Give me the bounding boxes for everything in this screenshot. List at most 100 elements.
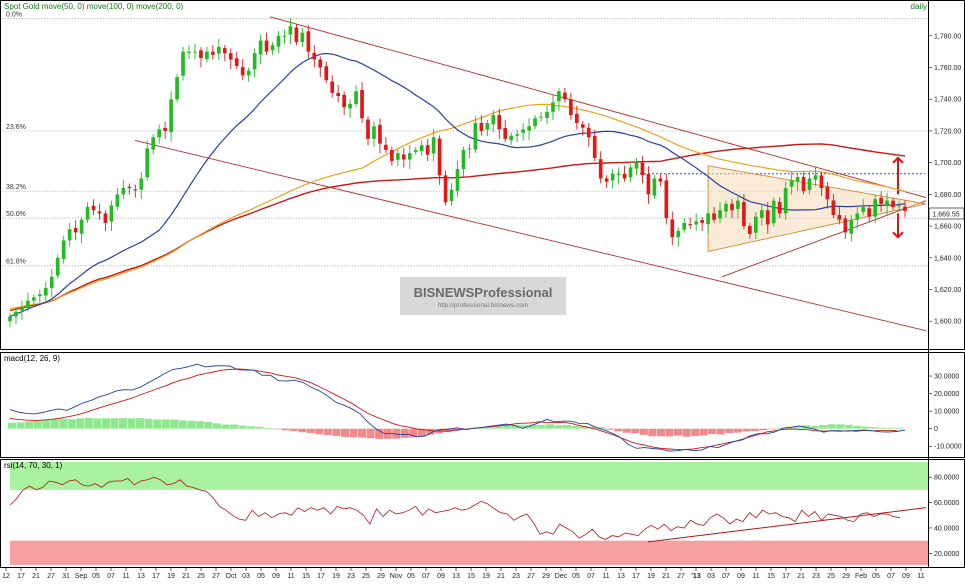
macd-histogram-bar bbox=[562, 424, 572, 429]
macd-histogram-bar bbox=[494, 425, 503, 429]
candle-body bbox=[151, 137, 156, 150]
macd-histogram-bar bbox=[247, 426, 256, 429]
candle-body bbox=[706, 213, 710, 225]
price-y-axis: 1,600.00 1,620.00 1,640.00 1,660.00 1,680.00… bbox=[928, 33, 961, 326]
macd-histogram-bar bbox=[127, 418, 136, 429]
candle bbox=[360, 82, 364, 123]
candle bbox=[682, 218, 687, 233]
candle-body bbox=[586, 127, 591, 138]
macd-tick-label: 10.0000 bbox=[934, 409, 959, 416]
candle-body bbox=[825, 186, 830, 200]
candle bbox=[545, 105, 549, 125]
candle bbox=[115, 188, 120, 210]
macd-histogram-bar bbox=[810, 426, 819, 429]
candle bbox=[837, 207, 842, 225]
candle-body bbox=[246, 70, 251, 76]
candle-body bbox=[873, 199, 878, 217]
x-tick-label: 25 bbox=[827, 573, 835, 580]
candle-body bbox=[348, 103, 352, 109]
x-tick-label: 29 bbox=[842, 573, 850, 580]
candle-body bbox=[646, 174, 651, 195]
x-tick-label: 17 bbox=[152, 573, 160, 580]
candle bbox=[366, 116, 370, 146]
candle bbox=[885, 192, 889, 215]
candle-body bbox=[539, 116, 543, 118]
x-tick-label: 27 bbox=[47, 573, 55, 580]
macd-histogram-bar bbox=[110, 418, 119, 429]
candle-body bbox=[718, 210, 722, 219]
candle bbox=[634, 157, 639, 176]
candle bbox=[419, 140, 424, 156]
candle bbox=[348, 99, 352, 118]
candle-body bbox=[801, 176, 806, 192]
x-tick-label: 21 bbox=[182, 573, 190, 580]
x-tick-label: 09 bbox=[437, 573, 445, 580]
macd-histogram-bar bbox=[699, 428, 708, 436]
candle bbox=[91, 199, 96, 215]
candle-body bbox=[485, 123, 490, 130]
macd-histogram-bar bbox=[776, 427, 785, 429]
macd-histogram-bar bbox=[725, 428, 734, 434]
candle bbox=[32, 294, 36, 306]
candle bbox=[449, 183, 454, 206]
candle bbox=[216, 38, 221, 60]
macd-histogram-bar bbox=[358, 428, 367, 438]
candle bbox=[789, 172, 794, 195]
macd-histogram-bar bbox=[665, 428, 674, 437]
x-tick-label: 13 bbox=[452, 573, 460, 580]
candle-body bbox=[193, 51, 197, 53]
macd-histogram-bar bbox=[400, 428, 409, 438]
macd-histogram-bar bbox=[878, 427, 887, 429]
candle-body bbox=[771, 200, 776, 224]
candle bbox=[479, 115, 484, 136]
candle bbox=[378, 118, 382, 154]
candle-body bbox=[378, 124, 382, 144]
candle bbox=[569, 92, 573, 120]
candle bbox=[354, 84, 358, 108]
candle-body bbox=[831, 200, 836, 215]
candle-body bbox=[551, 102, 555, 112]
macd-histogram-bar bbox=[272, 428, 281, 430]
x-tick-label: 09 bbox=[902, 573, 910, 580]
candle-body bbox=[473, 123, 478, 150]
macd-histogram-bar bbox=[528, 424, 537, 429]
candle bbox=[109, 200, 114, 232]
candle-body bbox=[73, 227, 78, 233]
macd-histogram-bar bbox=[187, 420, 196, 429]
candle bbox=[712, 207, 716, 223]
x-tick-label: 25 bbox=[197, 573, 205, 580]
macd-histogram-bar bbox=[221, 424, 230, 429]
candle-body bbox=[813, 175, 818, 180]
candle-body bbox=[306, 31, 311, 52]
x-tick-label: 05 bbox=[92, 573, 100, 580]
candle bbox=[336, 84, 341, 103]
candle-body bbox=[604, 178, 609, 182]
candle bbox=[813, 167, 818, 187]
candle bbox=[515, 129, 520, 143]
x-tick-label: 27 bbox=[527, 573, 535, 580]
macd-histogram-bar bbox=[118, 418, 128, 429]
candle bbox=[473, 116, 478, 153]
candle bbox=[891, 197, 895, 211]
arrow-head bbox=[892, 156, 904, 164]
candle-body bbox=[324, 66, 329, 81]
price-tick-label: 1,740.00 bbox=[934, 97, 961, 104]
candle bbox=[748, 222, 752, 239]
candle-body bbox=[658, 178, 663, 182]
last-price-box bbox=[928, 207, 965, 220]
candle bbox=[521, 123, 525, 141]
macd-histogram-bar bbox=[571, 425, 580, 429]
x-tick-label: 09 bbox=[272, 573, 280, 580]
candle bbox=[592, 129, 597, 162]
candle bbox=[258, 34, 263, 65]
candle-body bbox=[115, 194, 120, 207]
rsi-chart: 80.0000 60.0000 40.0000 20.0000 bbox=[9, 462, 959, 565]
candle bbox=[646, 166, 651, 204]
rsi-line bbox=[9, 476, 901, 540]
macd-histogram-bar bbox=[426, 428, 435, 435]
macd-signal-line bbox=[9, 368, 897, 451]
candle-body bbox=[712, 213, 716, 220]
x-tick-label: 11 bbox=[287, 573, 294, 580]
candle-body bbox=[682, 222, 687, 230]
watermark-title: BISNEWSProfessional bbox=[414, 285, 553, 300]
